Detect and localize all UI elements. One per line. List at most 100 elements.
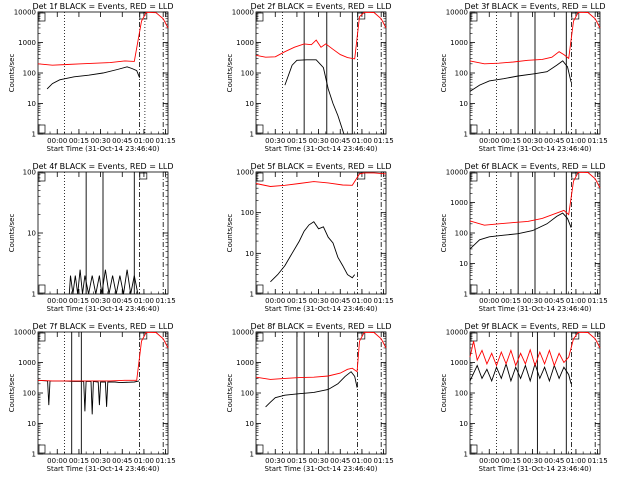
y-tick-label: 100: [23, 169, 36, 177]
y-tick-label: 1: [464, 451, 468, 459]
y-tick-label: 10: [27, 100, 36, 108]
corner-box-bottom: [256, 284, 264, 294]
x-tick-label: 01:15: [155, 137, 175, 145]
panel-title: Det 3f BLACK = Events, RED = LLD: [464, 2, 605, 11]
x-tick-label: 01:00: [566, 297, 586, 305]
panel-title: Det 5f BLACK = Events, RED = LLD: [250, 162, 391, 171]
y-axis-label: Counts/sec: [440, 54, 448, 93]
x-tick-label: 00:15: [287, 137, 307, 145]
x-tick-label: 00:00: [47, 137, 67, 145]
plot-frame: [255, 171, 387, 295]
marker-box: [571, 172, 580, 180]
series-line-lld: [37, 331, 169, 382]
y-tick-label: 10000: [232, 9, 254, 17]
x-tick-label: 00:45: [112, 457, 132, 465]
y-tick-label: 100: [455, 390, 468, 398]
y-tick-label: 100: [241, 390, 254, 398]
y-tick-label: 1: [32, 451, 36, 459]
x-tick-label: 00:30: [308, 137, 328, 145]
x-tick-label: 01:15: [373, 457, 393, 465]
panel-title: Det 8f BLACK = Events, RED = LLD: [250, 322, 391, 331]
y-tick-label: 100: [455, 70, 468, 78]
panel-title: Det 2f BLACK = Events, RED = LLD: [250, 2, 391, 11]
y-tick-label: 1: [32, 291, 36, 299]
panel-title: Det 9f BLACK = Events, RED = LLD: [464, 322, 605, 331]
x-tick-label: 00:45: [544, 297, 564, 305]
y-tick-label: 1: [250, 131, 254, 139]
x-tick-label: 00:30: [90, 457, 110, 465]
y-tick-label: 1000: [18, 39, 36, 47]
x-tick-label: 00:15: [287, 297, 307, 305]
x-tick-label: 01:15: [155, 297, 175, 305]
x-tick-label: 00:15: [287, 457, 307, 465]
x-tick-label: 01:00: [566, 137, 586, 145]
panel-3: Det 3f BLACK = Events, RED = LLD 1 10 100 10…: [440, 2, 608, 153]
series-line-events: [265, 371, 358, 408]
series-line-lld: [469, 171, 601, 226]
x-tick-label: 00:00: [47, 457, 67, 465]
x-tick-label: 01:00: [134, 457, 154, 465]
x-tick-label: 00:45: [330, 137, 350, 145]
x-tick-label: 00:30: [308, 457, 328, 465]
marker-box: [571, 12, 580, 20]
panel-7: Det 7f BLACK = Events, RED = LLD 1 10 100 10…: [8, 322, 176, 473]
y-tick-label: 10000: [446, 169, 468, 177]
corner-box-top: [38, 172, 46, 182]
corner-box-top: [256, 172, 264, 182]
y-tick-label: 10: [459, 420, 468, 428]
series-line-lld: [255, 331, 387, 380]
y-tick-label: 100: [241, 70, 254, 78]
series-line-lld: [255, 11, 387, 60]
y-tick-label: 10000: [14, 9, 36, 17]
y-tick-label: 10: [245, 420, 254, 428]
x-tick-label: 00:15: [501, 297, 521, 305]
y-tick-label: 1000: [450, 39, 468, 47]
panel-8: Det 8f BLACK = Events, RED = LLD 1 10 100 10…: [226, 322, 394, 473]
marker-box: [357, 12, 366, 20]
y-axis-label: Counts/sec: [8, 54, 16, 93]
marker-box: [139, 172, 148, 180]
corner-box-bottom: [38, 284, 46, 294]
panel-2: Det 2f BLACK = Events, RED = LLD 1 10 100 10…: [226, 2, 394, 153]
x-tick-label: 01:00: [352, 297, 372, 305]
x-tick-label: 01:00: [352, 137, 372, 145]
x-tick-label: 00:30: [522, 137, 542, 145]
y-tick-label: 100: [455, 230, 468, 238]
marker-box: [139, 12, 148, 20]
panel-title: Det 7f BLACK = Events, RED = LLD: [32, 322, 173, 331]
marker-box: [357, 332, 366, 340]
series-line-events: [46, 66, 141, 90]
y-tick-label: 10000: [232, 329, 254, 337]
y-tick-label: 1000: [236, 39, 254, 47]
marker-box: [571, 332, 580, 340]
panel-title: Det 4f BLACK = Events, RED = LLD: [32, 162, 173, 171]
y-tick-label: 100: [241, 209, 254, 217]
corner-box-bottom: [470, 444, 478, 454]
x-axis-label: Start Time (31-Oct-14 23:46:40): [265, 465, 378, 473]
y-tick-label: 1: [464, 291, 468, 299]
x-tick-label: 00:45: [544, 137, 564, 145]
x-tick-label: 00:45: [112, 297, 132, 305]
series-line-events: [270, 221, 356, 283]
x-tick-label: 00:00: [479, 457, 499, 465]
series-line-events: [37, 379, 140, 415]
y-tick-label: 10: [245, 250, 254, 258]
x-axis-label: Start Time (31-Oct-14 23:46:40): [265, 145, 378, 153]
x-tick-label: 00:30: [522, 297, 542, 305]
x-tick-label: 00:45: [330, 297, 350, 305]
y-axis-label: Counts/sec: [226, 214, 234, 253]
y-tick-label: 10: [27, 420, 36, 428]
series-line-events: [469, 362, 572, 384]
y-tick-label: 10: [27, 230, 36, 238]
y-axis-label: Counts/sec: [8, 374, 16, 413]
x-tick-label: 01:15: [587, 137, 607, 145]
series-line-lld: [255, 172, 387, 187]
series-line-lld: [469, 331, 601, 367]
x-tick-label: 01:00: [134, 297, 154, 305]
panel-title: Det 6f BLACK = Events, RED = LLD: [464, 162, 605, 171]
y-tick-label: 1000: [450, 199, 468, 207]
y-tick-label: 10000: [446, 329, 468, 337]
x-tick-label: 00:00: [479, 297, 499, 305]
y-axis-label: Counts/sec: [440, 374, 448, 413]
